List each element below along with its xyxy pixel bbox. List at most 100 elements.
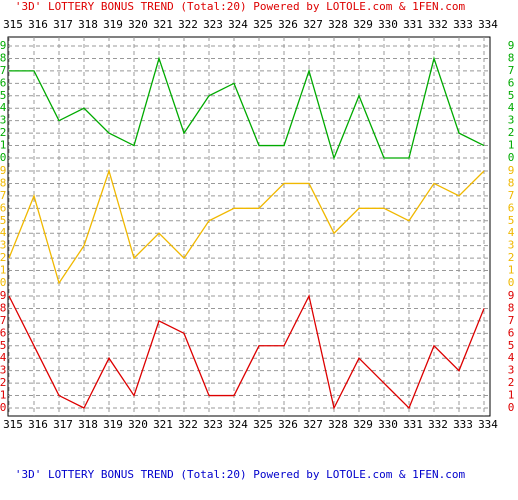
y-tick-label-right: 2 xyxy=(508,126,515,139)
x-tick-label-top: 332 xyxy=(428,18,448,31)
y-tick-label-right: 7 xyxy=(508,189,515,202)
y-tick-label-left: 1 xyxy=(0,264,6,277)
y-tick-label-left: 9 xyxy=(0,164,6,177)
x-tick-label-top: 323 xyxy=(203,18,223,31)
y-tick-label-right: 9 xyxy=(508,289,515,302)
y-tick-label-left: 4 xyxy=(0,101,7,114)
x-tick-label-bottom: 333 xyxy=(453,418,473,431)
y-tick-label-left: 5 xyxy=(0,214,6,227)
x-tick-label-bottom: 330 xyxy=(378,418,398,431)
y-tick-label-left: 9 xyxy=(0,289,6,302)
x-tick-label-bottom: 332 xyxy=(428,418,448,431)
x-tick-label-bottom: 319 xyxy=(103,418,123,431)
y-tick-label-left: 5 xyxy=(0,339,6,352)
x-tick-label-top: 321 xyxy=(153,18,173,31)
y-tick-label-left: 6 xyxy=(0,201,6,214)
y-tick-label-left: 0 xyxy=(0,151,6,164)
y-tick-label-left: 8 xyxy=(0,301,6,314)
y-tick-label-right: 3 xyxy=(508,364,515,377)
x-tick-label-bottom: 325 xyxy=(253,418,273,431)
y-tick-label-left: 3 xyxy=(0,239,6,252)
x-tick-label-top: 315 xyxy=(3,18,23,31)
x-tick-label-bottom: 322 xyxy=(178,418,198,431)
y-tick-label-left: 3 xyxy=(0,114,6,127)
x-tick-label-bottom: 317 xyxy=(53,418,73,431)
y-tick-label-right: 2 xyxy=(508,251,515,264)
y-tick-label-left: 1 xyxy=(0,139,6,152)
y-tick-label-left: 2 xyxy=(0,251,6,264)
y-tick-label-right: 1 xyxy=(508,139,515,152)
x-tick-label-bottom: 318 xyxy=(78,418,98,431)
x-tick-label-bottom: 315 xyxy=(3,418,23,431)
y-tick-label-left: 7 xyxy=(0,189,6,202)
y-tick-label-right: 5 xyxy=(508,214,515,227)
x-tick-label-bottom: 316 xyxy=(28,418,48,431)
y-tick-label-right: 3 xyxy=(508,114,515,127)
y-tick-label-right: 0 xyxy=(508,276,515,289)
x-tick-label-top: 324 xyxy=(228,18,248,31)
chart-title: '3D' LOTTERY BONUS TREND (Total:20) Powe… xyxy=(15,0,466,13)
x-tick-label-bottom: 327 xyxy=(303,418,323,431)
y-tick-label-left: 6 xyxy=(0,76,6,89)
y-tick-label-left: 1 xyxy=(0,389,6,402)
trend-line xyxy=(8,168,485,285)
y-tick-label-right: 9 xyxy=(508,164,515,177)
y-tick-label-left: 9 xyxy=(0,39,6,52)
x-tick-label-top: 331 xyxy=(403,18,423,31)
x-tick-label-top: 317 xyxy=(53,18,73,31)
y-tick-label-right: 4 xyxy=(508,226,515,239)
y-tick-label-right: 1 xyxy=(508,264,515,277)
y-tick-label-right: 2 xyxy=(508,376,515,389)
y-tick-label-right: 8 xyxy=(508,301,515,314)
y-tick-label-left: 5 xyxy=(0,89,6,102)
y-tick-label-right: 3 xyxy=(508,239,515,252)
x-tick-label-top: 333 xyxy=(453,18,473,31)
chart-footer: '3D' LOTTERY BONUS TREND (Total:20) Powe… xyxy=(15,468,466,481)
x-tick-label-top: 320 xyxy=(128,18,148,31)
x-tick-label-top: 328 xyxy=(328,18,348,31)
y-tick-label-left: 7 xyxy=(0,314,6,327)
y-tick-label-left: 2 xyxy=(0,376,6,389)
trend-line xyxy=(9,56,485,160)
y-tick-label-left: 3 xyxy=(0,364,6,377)
y-tick-label-right: 9 xyxy=(508,39,515,52)
y-tick-label-right: 4 xyxy=(508,101,515,114)
x-tick-label-top: 327 xyxy=(303,18,323,31)
y-tick-label-right: 0 xyxy=(508,151,515,164)
y-tick-label-right: 6 xyxy=(508,201,515,214)
plot-border xyxy=(7,36,491,417)
x-tick-label-bottom: 323 xyxy=(203,418,223,431)
y-tick-label-left: 8 xyxy=(0,51,6,64)
x-tick-label-bottom: 331 xyxy=(403,418,423,431)
y-tick-label-left: 7 xyxy=(0,64,6,77)
y-tick-label-right: 4 xyxy=(508,351,515,364)
y-tick-label-right: 5 xyxy=(508,89,515,102)
y-tick-label-right: 8 xyxy=(508,176,515,189)
y-tick-label-right: 0 xyxy=(508,401,515,414)
trend-line xyxy=(8,294,485,410)
y-tick-label-right: 7 xyxy=(508,314,515,327)
x-tick-label-top: 318 xyxy=(78,18,98,31)
y-tick-label-left: 4 xyxy=(0,351,7,364)
y-tick-label-right: 7 xyxy=(508,64,515,77)
x-tick-label-top: 325 xyxy=(253,18,273,31)
x-tick-label-bottom: 334 xyxy=(478,418,498,431)
x-tick-label-top: 322 xyxy=(178,18,198,31)
y-tick-label-left: 4 xyxy=(0,226,7,239)
x-tick-label-bottom: 328 xyxy=(328,418,348,431)
y-tick-label-left: 6 xyxy=(0,326,6,339)
y-tick-label-right: 1 xyxy=(508,389,515,402)
x-tick-label-bottom: 329 xyxy=(353,418,373,431)
x-tick-label-top: 329 xyxy=(353,18,373,31)
y-tick-label-left: 8 xyxy=(0,176,6,189)
x-tick-label-top: 334 xyxy=(478,18,498,31)
y-tick-label-right: 6 xyxy=(508,76,515,89)
x-tick-label-top: 319 xyxy=(103,18,123,31)
y-tick-label-right: 8 xyxy=(508,51,515,64)
x-tick-label-top: 330 xyxy=(378,18,398,31)
x-tick-label-bottom: 320 xyxy=(128,418,148,431)
y-tick-label-right: 6 xyxy=(508,326,515,339)
x-tick-label-bottom: 324 xyxy=(228,418,248,431)
y-tick-label-right: 5 xyxy=(508,339,515,352)
